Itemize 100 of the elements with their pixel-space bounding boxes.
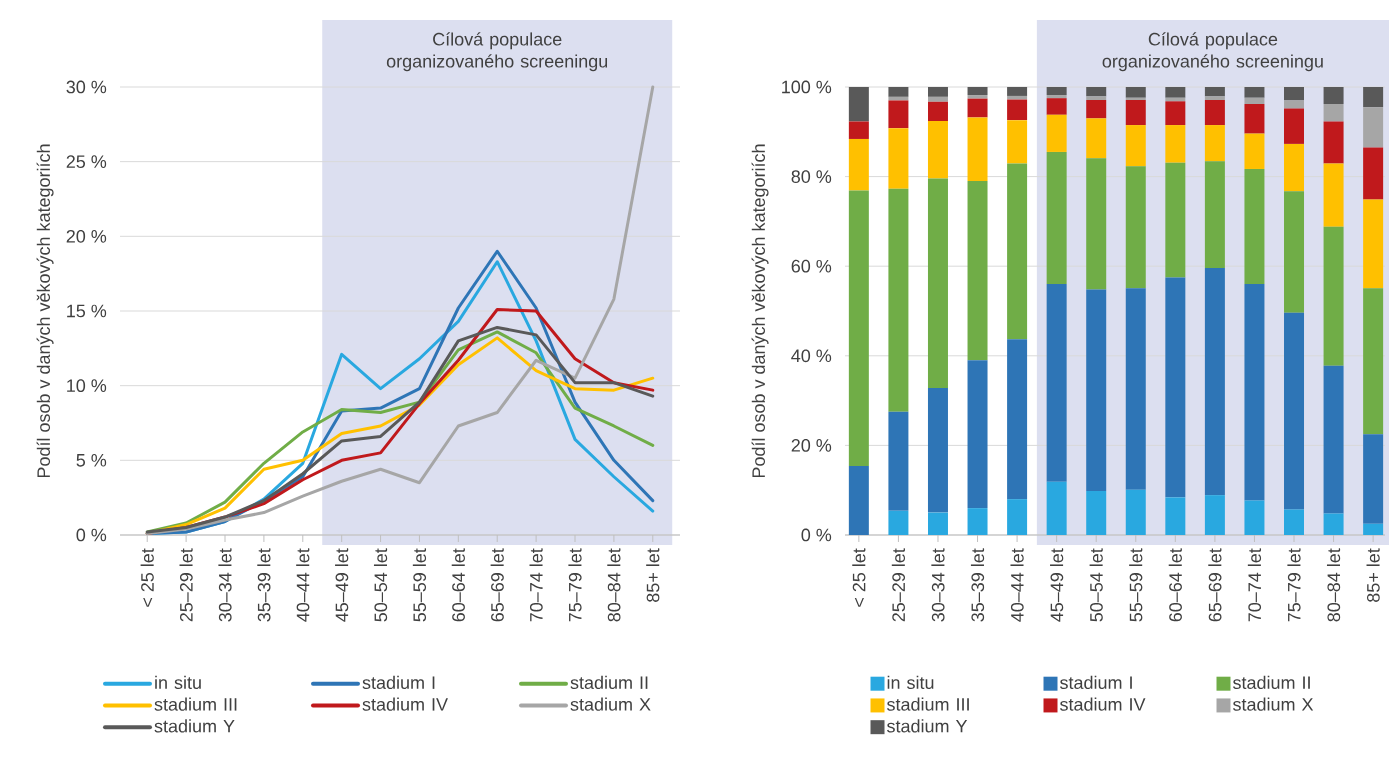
bar — [1007, 499, 1028, 535]
x-tick-label: 65–69 let — [1208, 548, 1222, 622]
bar — [848, 138, 869, 191]
x-tick-label: 55–59 let — [1129, 548, 1143, 622]
bar — [1204, 495, 1225, 535]
bar — [1363, 434, 1384, 524]
bar — [1244, 500, 1265, 535]
bar — [888, 100, 909, 129]
legend-label: stadium II — [570, 675, 648, 690]
x-tick-label: 60–64 let — [451, 548, 465, 622]
bar — [967, 86, 988, 96]
bar — [1363, 199, 1384, 289]
x-tick-label: < 25 let — [140, 548, 154, 607]
x-tick-label: 80–84 let — [1326, 548, 1341, 622]
legend-label: stadium Y — [887, 719, 968, 733]
x-tick-label: 50–54 let — [1089, 548, 1103, 622]
bar — [1007, 120, 1028, 164]
bar — [1046, 284, 1067, 482]
bar — [1363, 107, 1384, 148]
bar — [1363, 288, 1384, 435]
bar — [927, 388, 948, 513]
y-tick-label: 30 % — [66, 80, 107, 94]
bar — [1125, 166, 1146, 289]
legend-label: stadium II — [1233, 675, 1310, 690]
bar — [1204, 125, 1225, 162]
bar — [1204, 99, 1225, 126]
bar — [1086, 118, 1107, 159]
bar — [1046, 114, 1067, 152]
bar — [1007, 99, 1028, 121]
bar — [1363, 86, 1384, 108]
x-tick-label: 25–29 let — [891, 548, 906, 622]
bar — [927, 86, 948, 97]
bar — [1363, 147, 1384, 200]
bar — [1323, 513, 1344, 535]
bar — [1244, 104, 1265, 134]
legend-label: stadium III — [154, 697, 237, 711]
y-axis-title: Podíl osob v daných věkových kategoriích — [751, 144, 769, 478]
bar — [1125, 288, 1146, 490]
bar — [1323, 86, 1344, 105]
bar — [967, 95, 988, 99]
bar — [848, 466, 869, 535]
x-tick-label: 75–79 let — [568, 548, 582, 622]
bar — [1284, 86, 1305, 101]
legend-label: stadium I — [1060, 675, 1132, 690]
legend-label: in situ — [887, 675, 934, 690]
x-tick-label: 50–54 let — [373, 548, 388, 622]
x-tick-label: 45–49 let — [1050, 548, 1064, 622]
bar — [1244, 133, 1265, 169]
bar — [1363, 523, 1384, 535]
y-tick-label: 5 % — [76, 453, 107, 467]
bar — [927, 178, 948, 389]
bar — [927, 101, 948, 122]
bar — [1165, 86, 1186, 98]
y-tick-label: 20 % — [791, 439, 832, 452]
bar — [927, 96, 948, 102]
band-label: Cílová populace organizovaného screeningu — [386, 32, 608, 72]
x-tick-label: 30–34 let — [218, 548, 232, 622]
legend-label: stadium Y — [154, 719, 235, 733]
legend-label: stadium IV — [1060, 697, 1146, 711]
legend-label: stadium I — [362, 675, 435, 690]
y-axis-title: Podíl osob v daných věkových kategoriích — [36, 144, 54, 478]
y-tick-label: 100 % — [782, 80, 832, 94]
bar — [967, 98, 988, 118]
line-series — [145, 85, 655, 535]
bar — [1086, 99, 1107, 119]
y-tick-label: 80 % — [791, 170, 832, 183]
x-tick-label: 35–39 let — [257, 548, 271, 622]
bar — [1046, 95, 1067, 99]
bar — [927, 121, 948, 179]
bar — [1284, 108, 1305, 144]
legend-label: stadium X — [1233, 697, 1314, 711]
bar — [1086, 96, 1107, 100]
bar — [1244, 97, 1265, 105]
bar — [1125, 489, 1146, 535]
bar — [1125, 99, 1146, 126]
bar — [1284, 100, 1305, 109]
x-tick-label: 25–29 let — [179, 548, 193, 622]
bar — [1284, 143, 1305, 192]
bar — [1165, 497, 1186, 535]
band-label: Cílová populace organizovaného screeningu — [1102, 32, 1323, 72]
y-tick-label: 25 % — [66, 155, 107, 169]
y-tick-label: 0 % — [801, 528, 832, 542]
bar — [1086, 158, 1107, 290]
bar — [1204, 161, 1225, 268]
bar — [1125, 125, 1146, 167]
x-tick-label: 45–49 let — [335, 548, 349, 622]
bar — [888, 188, 909, 412]
bar — [1323, 365, 1344, 514]
bar — [848, 86, 869, 122]
y-tick-label: 40 % — [791, 349, 832, 363]
x-tick-label: 85+ let — [646, 548, 660, 602]
bar — [927, 512, 948, 535]
x-tick-label: 30–34 let — [931, 548, 945, 622]
bar — [1086, 491, 1107, 535]
bar — [1125, 86, 1146, 98]
legend-label: stadium III — [887, 697, 969, 711]
bar — [1244, 168, 1265, 285]
bar — [1086, 289, 1107, 492]
y-tick-label: 60 % — [791, 259, 832, 273]
bar — [1284, 312, 1305, 510]
